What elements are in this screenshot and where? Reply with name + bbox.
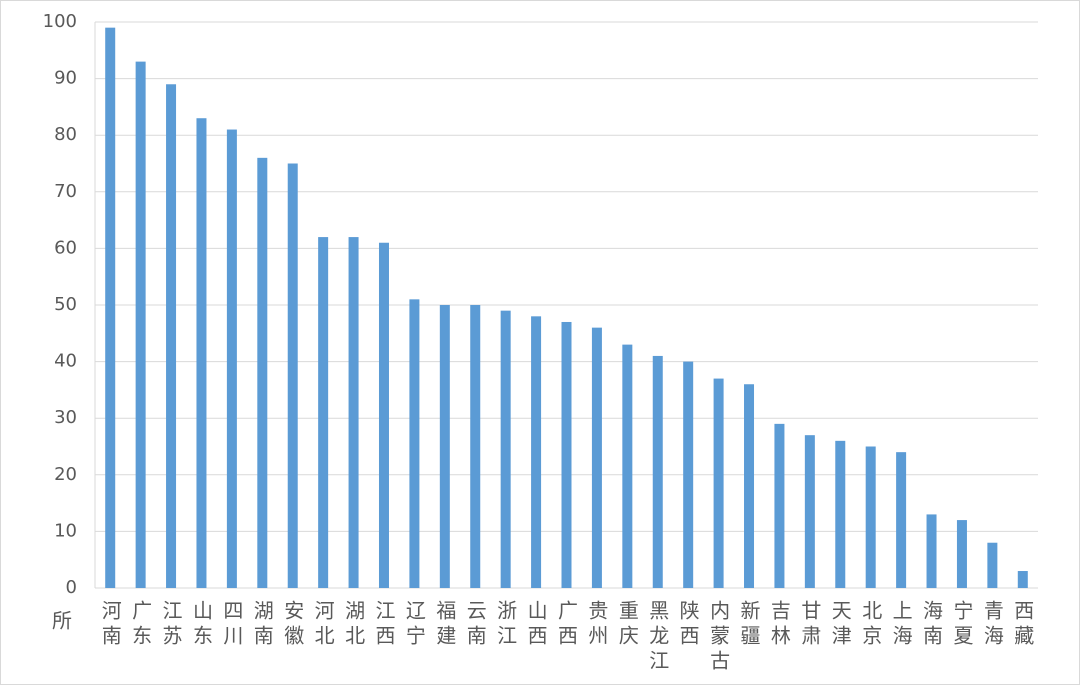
x-tick-label: 内蒙古 xyxy=(707,600,731,675)
bar xyxy=(409,299,420,588)
bar xyxy=(987,542,998,588)
x-tick-label: 云南 xyxy=(463,600,487,650)
x-tick-label: 四川 xyxy=(220,600,244,650)
y-tick-label: 60 xyxy=(54,237,77,258)
x-tick-label: 宁夏 xyxy=(950,600,974,650)
x-tick-label: 重庆 xyxy=(615,600,639,650)
x-tick-label: 贵州 xyxy=(585,600,609,650)
x-tick-label: 辽宁 xyxy=(402,600,426,650)
x-tick-label: 河北 xyxy=(311,600,335,650)
bar xyxy=(896,452,907,588)
x-tick-label: 青海 xyxy=(980,600,1004,650)
bar xyxy=(865,446,876,588)
bar xyxy=(226,129,237,589)
x-tick-label: 甘肃 xyxy=(798,600,822,650)
x-tick-label: 山东 xyxy=(189,600,213,650)
bar xyxy=(744,384,755,588)
bar xyxy=(622,344,633,588)
y-tick-label: 90 xyxy=(54,68,77,89)
bar xyxy=(591,327,602,588)
x-tick-label: 湖北 xyxy=(342,600,366,650)
bar xyxy=(348,237,359,588)
x-tick-label: 新疆 xyxy=(737,600,761,650)
y-tick-label: 10 xyxy=(54,520,77,541)
y-tick-label: 100 xyxy=(43,11,77,32)
bar xyxy=(835,440,846,588)
x-tick-label: 江苏 xyxy=(159,600,183,650)
y-tick-label: 0 xyxy=(66,577,77,598)
bar xyxy=(683,361,694,588)
bar xyxy=(196,118,207,588)
y-tick-label: 50 xyxy=(54,294,77,315)
y-tick-label: 30 xyxy=(54,407,77,428)
x-tick-label: 福建 xyxy=(433,600,457,650)
y-tick-label: 80 xyxy=(54,124,77,145)
unit-label: 所 xyxy=(52,609,72,633)
x-tick-label: 安徽 xyxy=(281,600,305,650)
x-tick-label: 河南 xyxy=(98,600,122,650)
x-tick-label: 天津 xyxy=(828,600,852,650)
bar xyxy=(500,310,511,588)
bar xyxy=(531,316,542,588)
x-tick-label: 陕西 xyxy=(676,600,700,650)
bar xyxy=(257,157,268,588)
x-tick-label: 吉林 xyxy=(767,600,791,650)
bar xyxy=(470,305,481,588)
x-tick-label: 山西 xyxy=(524,600,548,650)
y-tick-label: 20 xyxy=(54,464,77,485)
x-tick-label: 黑龙江 xyxy=(646,600,670,675)
bar xyxy=(1017,571,1028,588)
bar xyxy=(439,305,450,588)
bar xyxy=(135,61,146,589)
x-tick-label: 北京 xyxy=(859,600,883,650)
x-tick-label: 西藏 xyxy=(1011,600,1035,650)
x-tick-label: 上海 xyxy=(889,600,913,650)
y-tick-label: 40 xyxy=(54,351,77,372)
bar xyxy=(287,163,298,588)
x-tick-label: 江西 xyxy=(372,600,396,650)
bar xyxy=(378,242,389,589)
x-tick-label: 广东 xyxy=(129,600,153,650)
x-tick-label: 湖南 xyxy=(250,600,274,650)
bar xyxy=(652,355,663,588)
bar xyxy=(561,321,572,588)
y-tick-label: 70 xyxy=(54,181,77,202)
x-tick-label: 广西 xyxy=(555,600,579,650)
bar xyxy=(956,520,967,588)
bar xyxy=(166,84,177,588)
bar xyxy=(105,27,116,589)
x-tick-label: 海南 xyxy=(920,600,944,650)
bar xyxy=(804,435,815,588)
x-tick-label: 浙江 xyxy=(494,600,518,650)
bar xyxy=(713,378,724,588)
bar xyxy=(926,514,937,588)
bar xyxy=(774,423,785,588)
bar xyxy=(318,237,329,588)
